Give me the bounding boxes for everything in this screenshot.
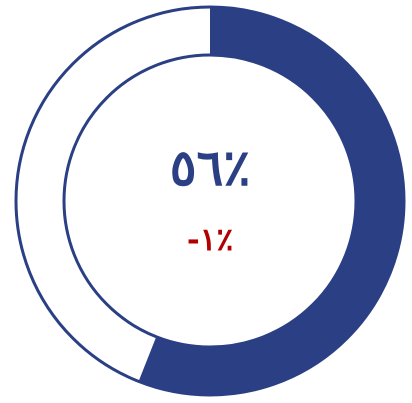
donut-filled-segment — [138, 7, 405, 396]
main-percentage-label: ٥٦٪ — [170, 138, 251, 197]
change-percentage-label: -١٪ — [187, 222, 233, 258]
donut-inner-outline — [62, 53, 358, 349]
